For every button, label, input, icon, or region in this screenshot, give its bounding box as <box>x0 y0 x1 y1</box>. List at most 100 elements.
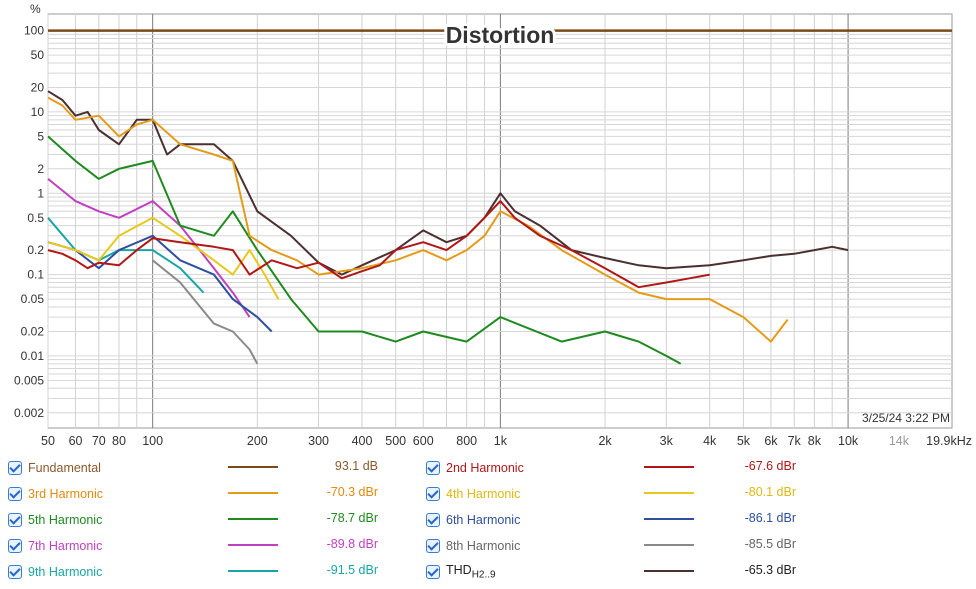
legend-swatch-3rd-harmonic <box>228 492 278 494</box>
y-tick-label: 0.01 <box>21 349 45 363</box>
y-tick-label: 10 <box>31 105 45 119</box>
legend-value-2nd-harmonic: -67.6 dBr <box>744 459 796 473</box>
legend-item-5th-harmonic[interactable]: 5th Harmonic <box>8 510 228 530</box>
series-6th-harmonic <box>47 234 273 333</box>
timestamp: 3/25/24 3:22 PM <box>862 411 950 425</box>
legend-label-3rd-harmonic: 3rd Harmonic <box>28 487 104 501</box>
legend-swatch-thd <box>644 570 694 572</box>
legend-item-fundamental[interactable]: Fundamental <box>8 458 228 478</box>
x-tick-label: 2k <box>598 434 612 448</box>
y-tick-label: 50 <box>31 48 45 62</box>
x-tick-label: 5k <box>737 434 751 448</box>
x-tick-label: 50 <box>41 434 55 448</box>
legend-item-2nd-harmonic[interactable]: 2nd Harmonic <box>426 458 646 478</box>
legend-swatch-8th-harmonic <box>644 544 694 546</box>
y-tick-label: 1 <box>37 186 44 200</box>
legend: Fundamental 3rd Harmonic 5th Harmonic 7t… <box>0 452 976 589</box>
legend-value-fundamental: 93.1 dB <box>334 459 378 473</box>
x-tick-label: 7k <box>788 434 802 448</box>
x-tick-label: 100 <box>142 434 163 448</box>
y-tick-label: 0.005 <box>14 373 44 387</box>
thd-label: THD <box>446 563 472 578</box>
legend-value-thd: -65.3 dBr <box>744 563 796 577</box>
y-tick-label: 0.5 <box>27 211 44 225</box>
x-tick-label: 600 <box>413 434 434 448</box>
legend-swatch-5th-harmonic <box>228 518 278 520</box>
legend-item-6th-harmonic[interactable]: 6th Harmonic <box>426 510 646 530</box>
series-5th-harmonic <box>47 135 682 365</box>
y-tick-label: 100 <box>24 24 44 38</box>
legend-value-4th-harmonic: -80.1 dBr <box>744 485 796 499</box>
series-8th-harmonic <box>152 259 259 365</box>
legend-swatch-2nd-harmonic <box>644 466 694 468</box>
x-tick-label: 800 <box>456 434 477 448</box>
legend-value-7th-harmonic: -89.8 dBr <box>326 537 378 551</box>
y-tick-label: 0.2 <box>27 243 44 257</box>
x-tick-label: 400 <box>352 434 373 448</box>
legend-item-3rd-harmonic[interactable]: 3rd Harmonic <box>8 484 228 504</box>
legend-item-8th-harmonic[interactable]: 8th Harmonic <box>426 536 646 556</box>
legend-item-7th-harmonic[interactable]: 7th Harmonic <box>8 536 228 556</box>
x-tick-label: 80 <box>112 434 126 448</box>
checkbox-7th-harmonic[interactable] <box>8 539 22 553</box>
distortion-chart: 100 50 20 10 5 2 1 0.5 0.2 0.1 0.05 0.02 0.01 0.005 0.… <box>14 2 972 448</box>
legend-value-8th-harmonic: -85.5 dBr <box>744 537 796 551</box>
series-thd <box>47 90 849 276</box>
legend-label-9th-harmonic: 9th Harmonic <box>28 565 103 579</box>
y-tick-label: 5 <box>37 129 44 143</box>
x-tick-label: 4k <box>703 434 717 448</box>
y-tick-label: 20 <box>31 80 45 94</box>
x-tick-label: 500 <box>385 434 406 448</box>
checkbox-2nd-harmonic[interactable] <box>426 461 440 475</box>
legend-value-9th-harmonic: -91.5 dBr <box>326 563 378 577</box>
legend-label-thd: THDH2..9 <box>446 563 646 581</box>
chart-title: Distortion <box>446 22 555 48</box>
y-tick-label: 0.1 <box>27 268 44 282</box>
checkbox-5th-harmonic[interactable] <box>8 513 22 527</box>
thd-subscript: H2..9 <box>471 569 496 581</box>
legend-item-thd[interactable]: THDH2..9 <box>426 562 646 582</box>
legend-swatch-4th-harmonic <box>644 492 694 494</box>
y-axis-label: % <box>30 2 41 16</box>
x-tick-label: 70 <box>92 434 106 448</box>
checkbox-4th-harmonic[interactable] <box>426 487 440 501</box>
series-4th-harmonic <box>47 216 280 300</box>
x-tick-label: 1k <box>494 434 508 448</box>
legend-value-6th-harmonic: -86.1 dBr <box>744 511 796 525</box>
checkbox-3rd-harmonic[interactable] <box>8 487 22 501</box>
legend-swatch-6th-harmonic <box>644 518 694 520</box>
legend-label-4th-harmonic: 4th Harmonic <box>446 487 521 501</box>
legend-label-8th-harmonic: 8th Harmonic <box>446 539 521 553</box>
x-tick-label: 10k <box>838 434 859 448</box>
checkbox-thd[interactable] <box>426 565 440 579</box>
checkbox-9th-harmonic[interactable] <box>8 565 22 579</box>
y-tick-label: 0.002 <box>14 406 44 420</box>
legend-value-3rd-harmonic: -70.3 dBr <box>326 485 378 499</box>
legend-label-fundamental: Fundamental <box>28 461 101 475</box>
legend-swatch-9th-harmonic <box>228 570 278 572</box>
y-tick-label: 0.05 <box>21 292 45 306</box>
x-tick-label: 3k <box>660 434 674 448</box>
y-tick-label: 0.02 <box>21 324 45 338</box>
series-2nd-harmonic <box>47 200 710 289</box>
legend-swatch-fundamental <box>228 466 278 468</box>
x-tick-label: 200 <box>247 434 268 448</box>
legend-label-2nd-harmonic: 2nd Harmonic <box>446 461 524 475</box>
checkbox-8th-harmonic[interactable] <box>426 539 440 553</box>
series-3rd-harmonic <box>47 96 789 343</box>
y-tick-label: 2 <box>37 162 44 176</box>
x-tick-label: 6k <box>764 434 778 448</box>
legend-label-7th-harmonic: 7th Harmonic <box>28 539 103 553</box>
legend-item-9th-harmonic[interactable]: 9th Harmonic <box>8 562 228 582</box>
checkbox-6th-harmonic[interactable] <box>426 513 440 527</box>
x-tick-label: 300 <box>308 434 329 448</box>
checkbox-fundamental[interactable] <box>8 461 22 475</box>
legend-label-5th-harmonic: 5th Harmonic <box>28 513 103 527</box>
legend-label-6th-harmonic: 6th Harmonic <box>446 513 521 527</box>
legend-swatch-7th-harmonic <box>228 544 278 546</box>
x-tick-label: 60 <box>69 434 83 448</box>
legend-value-5th-harmonic: -78.7 dBr <box>326 511 378 525</box>
legend-item-4th-harmonic[interactable]: 4th Harmonic <box>426 484 646 504</box>
x-tick-label: 14k <box>889 434 910 448</box>
x-tick-label: 19.9kHz <box>926 434 972 448</box>
